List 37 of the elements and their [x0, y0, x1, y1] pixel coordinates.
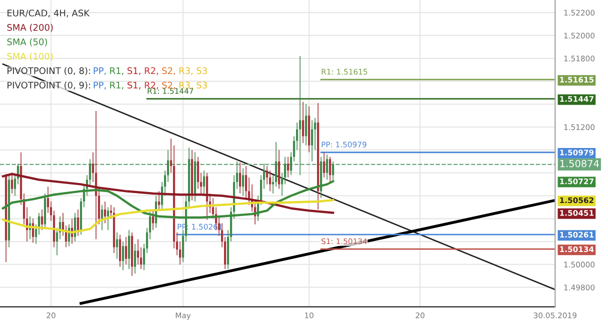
- text: EUR/CAD, 4H, ASK: [8, 10, 90, 18]
- candlestick: [40, 208, 44, 231]
- candlestick: [10, 172, 14, 194]
- ref-line-label: 1.50874: [560, 160, 599, 168]
- candlestick: [122, 240, 124, 271]
- candlestick: [329, 156, 332, 183]
- text: SMA (200): [7, 24, 53, 32]
- candlestick: [134, 243, 136, 274]
- candlestick: [269, 170, 272, 192]
- candlestick: [311, 120, 314, 162]
- candlestick: [242, 168, 244, 196]
- line-series: [2, 172, 334, 214]
- candlestick: [100, 204, 104, 231]
- candlestick: [332, 160, 334, 180]
- candlestick: [118, 234, 122, 268]
- candlestick: [128, 230, 130, 270]
- candlestick: [323, 152, 326, 178]
- candlestick: [299, 56, 302, 176]
- candlestick: [158, 190, 160, 210]
- candlestick: [104, 200, 106, 224]
- text: SMA (100): [7, 52, 53, 61]
- annotation: PIVOTPOINT (0, 8): PP, R1, S1, R2, S2, R3, S3: [8, 67, 207, 76]
- candlestick: [287, 156, 290, 178]
- candlestick: [278, 149, 280, 190]
- candlestick: [136, 238, 140, 265]
- candlestick: [326, 154, 328, 180]
- candlestick: [152, 208, 154, 231]
- candlestick: [196, 156, 200, 190]
- candlestick: [106, 206, 110, 231]
- candlestick: [76, 208, 80, 236]
- candlestick: [124, 236, 128, 265]
- candlestick: [116, 232, 118, 260]
- candlestick: [305, 104, 308, 146]
- candlestick: [202, 170, 206, 196]
- candlestick: [302, 101, 304, 144]
- text: SMA (50): [7, 38, 47, 46]
- candlestick: [238, 162, 242, 194]
